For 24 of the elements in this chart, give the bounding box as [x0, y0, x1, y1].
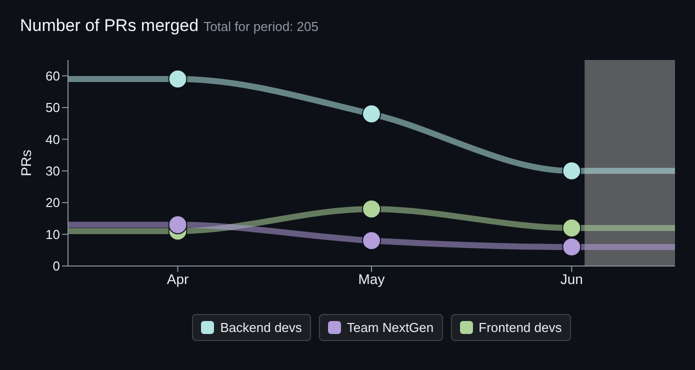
- y-tick-label: 0: [52, 258, 60, 274]
- y-tick-label: 30: [46, 164, 60, 179]
- y-tick-label: 40: [46, 132, 60, 147]
- y-tick-label: 10: [46, 226, 60, 242]
- point: [562, 237, 582, 256]
- point: [562, 218, 582, 238]
- y-axis-title: PRs: [18, 150, 34, 176]
- point: [562, 161, 582, 180]
- legend-label: Team NextGen: [346, 320, 434, 335]
- y-tick-label: 60: [46, 68, 60, 84]
- legend-label: Frontend devs: [478, 320, 562, 335]
- x-tick-label: May: [358, 270, 385, 287]
- point: [362, 231, 381, 250]
- y-tick-label: 20: [46, 195, 60, 210]
- y-tick-label: 50: [46, 100, 60, 116]
- chart-title: Number of PRs merged: [20, 16, 199, 35]
- point: [362, 104, 381, 124]
- x-tick-label: Apr: [166, 270, 189, 287]
- x-tick-label: Jun: [560, 270, 583, 287]
- point: [168, 215, 188, 234]
- point: [362, 199, 381, 218]
- chart-subtitle: Total for period: 205: [204, 19, 318, 34]
- point: [168, 70, 188, 89]
- legend-label: Backend devs: [220, 320, 302, 335]
